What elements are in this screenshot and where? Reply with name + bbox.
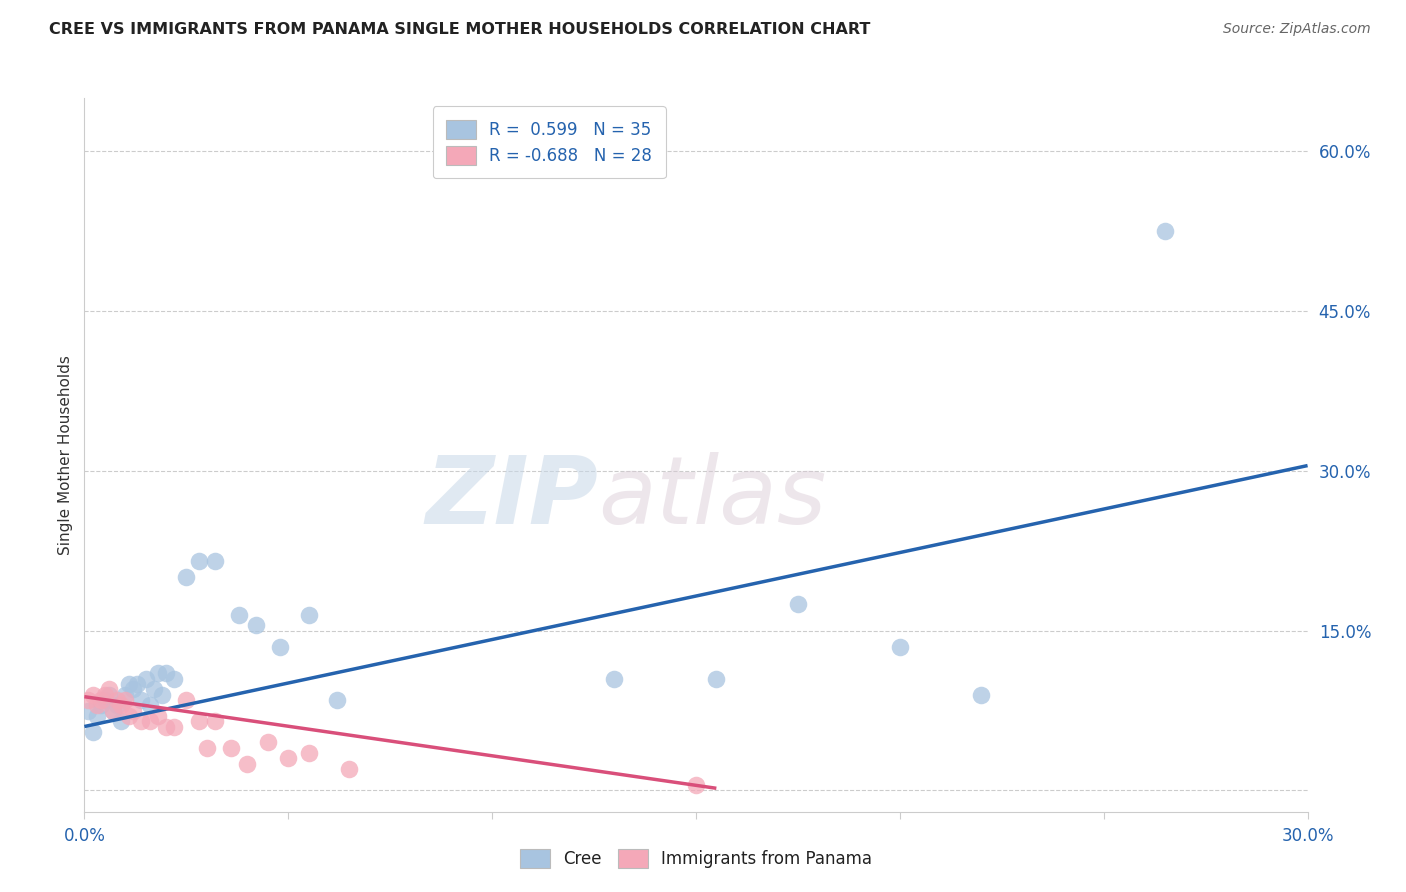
Point	[685, 778, 707, 792]
Point	[174, 693, 197, 707]
Point	[131, 693, 153, 707]
Point	[187, 714, 209, 729]
Point	[245, 618, 267, 632]
Y-axis label: Single Mother Households: Single Mother Households	[58, 355, 73, 555]
Point	[90, 693, 112, 707]
Point	[228, 607, 250, 622]
Point	[86, 698, 108, 713]
Point	[704, 672, 728, 686]
Text: ZIP: ZIP	[425, 451, 598, 544]
Point	[118, 677, 141, 691]
Point	[150, 688, 173, 702]
Point	[97, 682, 120, 697]
Point	[142, 682, 165, 697]
Point	[298, 607, 321, 622]
Point	[114, 688, 136, 702]
Point	[105, 698, 128, 713]
Point	[163, 719, 186, 733]
Point	[195, 740, 218, 755]
Point	[155, 719, 177, 733]
Point	[127, 677, 149, 691]
Text: CREE VS IMMIGRANTS FROM PANAMA SINGLE MOTHER HOUSEHOLDS CORRELATION CHART: CREE VS IMMIGRANTS FROM PANAMA SINGLE MO…	[49, 22, 870, 37]
Point	[146, 666, 169, 681]
Point	[155, 666, 177, 681]
Point	[118, 709, 141, 723]
Text: atlas: atlas	[598, 452, 827, 543]
Point	[131, 714, 153, 729]
Point	[163, 672, 186, 686]
Point	[97, 688, 120, 702]
Point	[257, 735, 280, 749]
Point	[135, 672, 157, 686]
Point	[174, 570, 197, 584]
Point	[114, 693, 136, 707]
Point	[339, 762, 360, 776]
Legend: Cree, Immigrants from Panama: Cree, Immigrants from Panama	[513, 842, 879, 875]
Point	[146, 709, 169, 723]
Point	[101, 704, 124, 718]
Point	[82, 724, 104, 739]
Point	[236, 756, 259, 771]
Point	[93, 688, 115, 702]
Point	[82, 688, 104, 702]
Point	[122, 704, 145, 718]
Point	[105, 693, 128, 707]
Point	[101, 704, 124, 718]
Point	[204, 714, 226, 729]
Point	[187, 554, 209, 568]
Point	[889, 640, 911, 654]
Point	[603, 672, 626, 686]
Point	[138, 698, 160, 713]
Point	[269, 640, 291, 654]
Point	[970, 688, 993, 702]
Point	[298, 746, 321, 760]
Point	[77, 693, 100, 707]
Point	[77, 704, 100, 718]
Point	[90, 698, 112, 713]
Point	[219, 740, 242, 755]
Point	[110, 714, 132, 729]
Point	[86, 709, 108, 723]
Point	[326, 693, 349, 707]
Point	[93, 693, 115, 707]
Point	[1153, 224, 1175, 238]
Text: Source: ZipAtlas.com: Source: ZipAtlas.com	[1223, 22, 1371, 37]
Point	[787, 597, 810, 611]
Point	[138, 714, 160, 729]
Point	[110, 698, 132, 713]
Point	[122, 682, 145, 697]
Point	[204, 554, 226, 568]
Point	[277, 751, 299, 765]
